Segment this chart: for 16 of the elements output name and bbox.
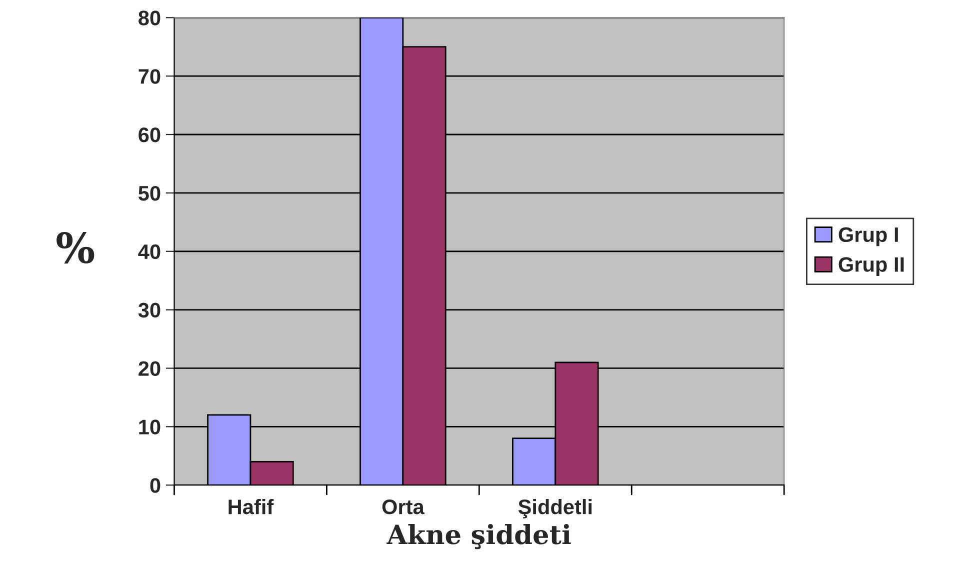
y-tick-label: 80 [138, 10, 160, 26]
y-tick-label: 0 [150, 478, 160, 493]
y-tick-label: 40 [138, 244, 160, 260]
x-tick-label: Orta [382, 500, 424, 514]
y-tick-label: 50 [138, 186, 160, 201]
y-tick-label: 60 [138, 128, 160, 142]
x-tick-label: Hafif [228, 498, 274, 514]
legend-label: Grup II [838, 257, 904, 276]
y-tick-label: 70 [138, 69, 160, 84]
y-tick-label: 30 [138, 302, 160, 318]
x-tick-label: Şiddetli [518, 498, 592, 518]
legend-label: Grup I [838, 227, 898, 246]
y-axis-title: % [56, 232, 94, 264]
y-tick-label: 10 [139, 420, 160, 434]
x-axis-title: Akne şiddeti [386, 524, 571, 550]
y-tick-label: 20 [138, 361, 160, 376]
